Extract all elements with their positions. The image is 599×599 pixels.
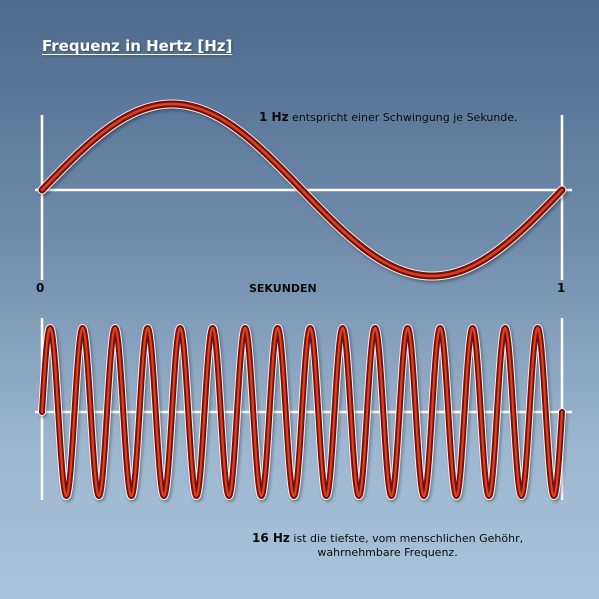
- wave-16hz-highlight: [40, 326, 564, 498]
- wave-1hz: [37, 99, 567, 281]
- wave-1hz-highlight: [40, 102, 564, 278]
- axis-start-label: 0: [36, 281, 45, 295]
- bottom-wave-caption: 16 Hz ist die tiefste, vom menschlichen …: [252, 531, 523, 560]
- bottom-wave-frequency-label: 16 Hz: [252, 531, 290, 545]
- axis-end-label: 1: [557, 281, 566, 295]
- bottom-wave-caption-line2: wahrnehmbare Frequenz.: [317, 546, 458, 559]
- bottom-wave-caption-line1: ist die tiefste, vom menschlichen Gehöhr…: [289, 532, 524, 545]
- axis-unit-label: SEKUNDEN: [249, 282, 317, 295]
- top-wave-frequency-label: 1 Hz: [259, 110, 289, 124]
- top-wave-caption: 1 Hz entspricht einer Schwingung je Seku…: [259, 110, 518, 124]
- top-wave-caption-text: entspricht einer Schwingung je Sekunde.: [288, 111, 518, 124]
- diagram-title: Frequenz in Hertz [Hz]: [42, 37, 233, 55]
- wave-16hz: [38, 324, 566, 500]
